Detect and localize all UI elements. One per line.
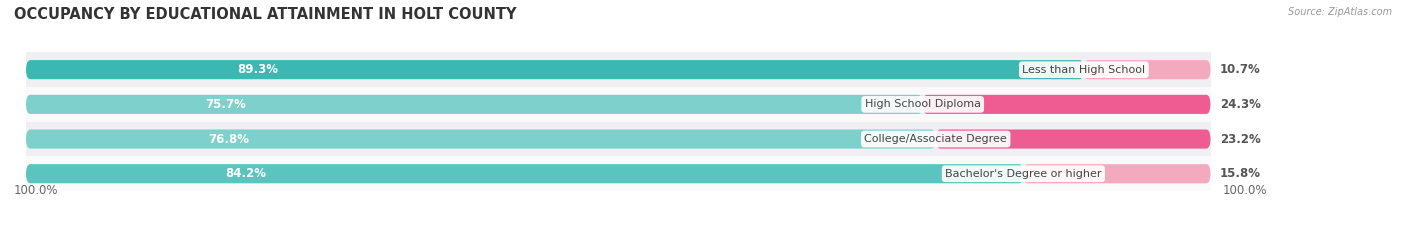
Text: High School Diploma: High School Diploma bbox=[865, 99, 981, 109]
Text: Source: ZipAtlas.com: Source: ZipAtlas.com bbox=[1288, 7, 1392, 17]
FancyBboxPatch shape bbox=[936, 130, 1211, 149]
FancyBboxPatch shape bbox=[1024, 164, 1211, 183]
FancyBboxPatch shape bbox=[25, 164, 1211, 183]
Text: 75.7%: 75.7% bbox=[205, 98, 246, 111]
Text: 10.7%: 10.7% bbox=[1220, 63, 1261, 76]
Text: 100.0%: 100.0% bbox=[14, 184, 59, 197]
Text: 23.2%: 23.2% bbox=[1220, 133, 1261, 146]
Text: 15.8%: 15.8% bbox=[1220, 167, 1261, 180]
FancyBboxPatch shape bbox=[25, 122, 1211, 156]
Text: 24.3%: 24.3% bbox=[1220, 98, 1261, 111]
Text: 84.2%: 84.2% bbox=[225, 167, 266, 180]
Text: Less than High School: Less than High School bbox=[1022, 65, 1146, 75]
Text: Bachelor's Degree or higher: Bachelor's Degree or higher bbox=[945, 169, 1102, 179]
FancyBboxPatch shape bbox=[25, 156, 1211, 191]
Text: 100.0%: 100.0% bbox=[1222, 184, 1267, 197]
FancyBboxPatch shape bbox=[25, 130, 1211, 149]
Text: 76.8%: 76.8% bbox=[208, 133, 249, 146]
FancyBboxPatch shape bbox=[25, 87, 1211, 122]
FancyBboxPatch shape bbox=[25, 164, 1024, 183]
FancyBboxPatch shape bbox=[25, 95, 922, 114]
Text: OCCUPANCY BY EDUCATIONAL ATTAINMENT IN HOLT COUNTY: OCCUPANCY BY EDUCATIONAL ATTAINMENT IN H… bbox=[14, 7, 516, 22]
FancyBboxPatch shape bbox=[25, 52, 1211, 87]
Text: 89.3%: 89.3% bbox=[238, 63, 278, 76]
FancyBboxPatch shape bbox=[1084, 60, 1211, 79]
FancyBboxPatch shape bbox=[25, 60, 1211, 79]
FancyBboxPatch shape bbox=[922, 95, 1211, 114]
FancyBboxPatch shape bbox=[25, 95, 1211, 114]
FancyBboxPatch shape bbox=[25, 60, 1084, 79]
Text: College/Associate Degree: College/Associate Degree bbox=[865, 134, 1007, 144]
FancyBboxPatch shape bbox=[25, 130, 936, 149]
